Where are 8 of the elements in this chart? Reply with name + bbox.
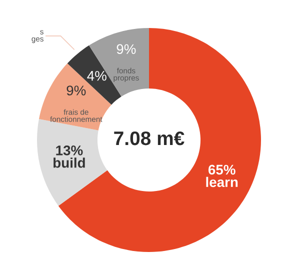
data-label: 13% — [56, 146, 83, 156]
data-label: 4% — [87, 70, 106, 81]
data-label: 9% — [66, 86, 86, 96]
slice-label: build — [54, 158, 85, 168]
data-label: 9% — [116, 44, 136, 54]
slice-label: learn — [206, 176, 238, 188]
data-label: 65% — [208, 164, 236, 175]
text: 7.08 m€ — [114, 131, 184, 146]
